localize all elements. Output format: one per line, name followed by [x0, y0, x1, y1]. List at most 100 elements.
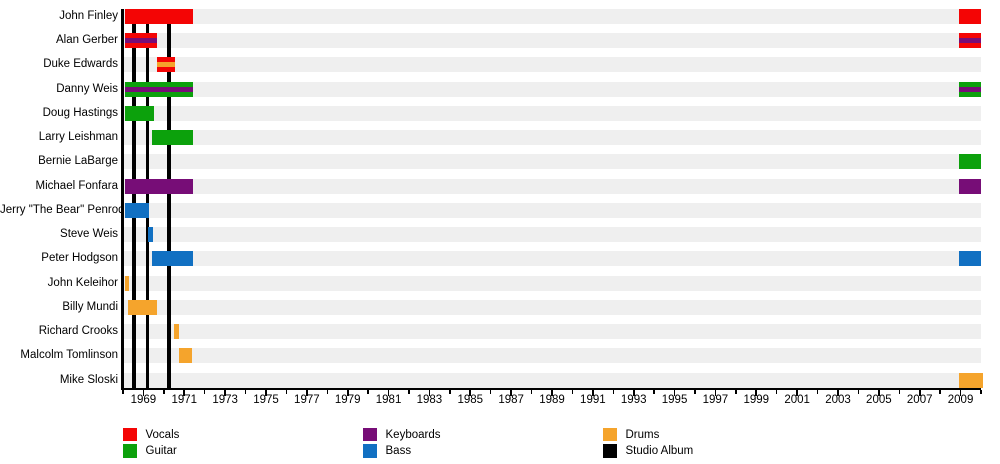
row-background: [123, 251, 981, 267]
member-label: Steve Weis: [60, 228, 118, 241]
studio-album-line: [132, 8, 137, 389]
legend-item-studio-album: Studio Album: [603, 444, 693, 459]
bar-stripe-drums: [156, 62, 176, 68]
drums-swatch-icon: [603, 427, 617, 442]
row-background: [123, 227, 981, 243]
x-axis-tick: [632, 390, 635, 396]
x-axis-tick: [408, 390, 410, 394]
member-bar-drums: [958, 372, 984, 388]
legend-label: Bass: [385, 445, 412, 457]
x-axis-tick: [142, 390, 145, 396]
x-axis-year-label: 1993: [620, 393, 647, 406]
x-axis-tick: [224, 390, 226, 396]
x-axis-tick: [857, 390, 860, 394]
x-axis-tick: [816, 390, 819, 394]
x-axis-tick: [244, 390, 247, 394]
x-axis-year-label: 2001: [784, 393, 810, 406]
legend-label: Vocals: [145, 428, 180, 441]
legend-item-keyboards: Keyboards: [363, 427, 440, 442]
guitar-swatch-icon: [123, 444, 137, 458]
studio-album-line: [145, 8, 150, 389]
x-axis-tick: [837, 390, 839, 396]
x-axis-tick: [387, 390, 390, 396]
legend-label: Keyboards: [385, 428, 441, 441]
member-label: Bernie LaBarge: [38, 155, 118, 168]
x-axis: [121, 388, 982, 391]
legend-label: Studio Album: [625, 445, 694, 457]
member-bar-vocals: [156, 57, 176, 73]
x-axis-tick: [510, 390, 512, 396]
x-axis-year-label: 2007: [906, 393, 933, 406]
bass-swatch-icon: [363, 444, 377, 458]
studio-album-swatch-icon: [603, 444, 617, 458]
x-axis-tick: [980, 390, 982, 394]
member-bar-keyboards: [958, 178, 981, 194]
member-bar-drums: [179, 348, 193, 364]
legend-item-vocals: Vocals: [123, 427, 179, 442]
x-axis-tick: [735, 390, 737, 394]
member-bar-bass: [151, 251, 194, 267]
x-axis-tick: [326, 390, 328, 394]
member-bar-guitar: [125, 105, 154, 121]
bar-stripe-keyboards: [958, 86, 981, 92]
member-label: Richard Crooks: [38, 325, 118, 338]
legend-label: Guitar: [145, 445, 177, 457]
member-label: Danny Weis: [56, 82, 118, 95]
member-bar-bass: [147, 227, 153, 243]
row-background: [123, 105, 981, 121]
x-axis-year-label: 1991: [580, 393, 606, 406]
x-axis-tick: [959, 390, 962, 396]
x-axis-tick: [796, 390, 798, 396]
x-axis-tick: [939, 390, 941, 394]
member-label: John Keleihor: [47, 276, 118, 289]
row-background: [123, 154, 981, 170]
legend-item-bass: Bass: [363, 444, 411, 459]
member-label: Peter Hodgson: [41, 252, 118, 265]
legend-label: Drums: [625, 428, 660, 441]
member-label: Duke Edwards: [43, 58, 118, 71]
x-axis-tick: [898, 390, 900, 394]
x-axis-year-label: 1995: [661, 393, 688, 406]
x-axis-tick: [694, 390, 696, 394]
x-axis-tick: [183, 390, 186, 396]
x-axis-year-label: 1989: [539, 393, 565, 406]
member-bar-vocals: [125, 8, 194, 24]
row-background: [123, 275, 981, 291]
x-axis-tick: [449, 390, 451, 394]
x-axis-tick: [755, 390, 758, 396]
member-bar-vocals: [125, 32, 157, 48]
member-label: John Finley: [59, 9, 118, 22]
member-bar-bass: [125, 202, 149, 218]
x-axis-tick: [204, 390, 206, 394]
y-axis: [121, 8, 125, 389]
x-axis-year-label: 1973: [212, 393, 238, 406]
row-background: [123, 8, 981, 24]
x-axis-year-label: 1977: [294, 393, 320, 406]
member-label: Michael Fonfara: [35, 179, 118, 192]
member-bar-drums: [128, 299, 157, 315]
row-background: [123, 178, 981, 194]
bar-stripe-keyboards: [958, 37, 981, 43]
x-axis-tick: [571, 390, 574, 394]
member-bar-bass: [958, 251, 981, 267]
bar-stripe-keyboards: [125, 86, 194, 92]
row-background: [123, 348, 981, 364]
member-bar-guitar: [151, 130, 194, 146]
x-axis-tick: [122, 390, 124, 394]
x-axis-year-label: 1981: [375, 393, 402, 406]
x-axis-year-label: 2003: [825, 393, 851, 406]
bar-stripe-keyboards: [125, 37, 157, 43]
x-axis-tick: [428, 390, 431, 396]
x-axis-tick: [306, 390, 308, 396]
x-axis-year-label: 2009: [947, 393, 974, 406]
member-label: Jerry "The Bear" Penrod: [0, 203, 125, 216]
x-axis-year-label: 1979: [334, 393, 361, 406]
x-axis-year-label: 1999: [743, 393, 770, 406]
member-bar-drums: [174, 324, 180, 340]
row-background: [123, 372, 981, 388]
row-background: [123, 57, 981, 73]
member-label: Malcolm Tomlinson: [20, 349, 118, 362]
row-background: [123, 324, 981, 340]
